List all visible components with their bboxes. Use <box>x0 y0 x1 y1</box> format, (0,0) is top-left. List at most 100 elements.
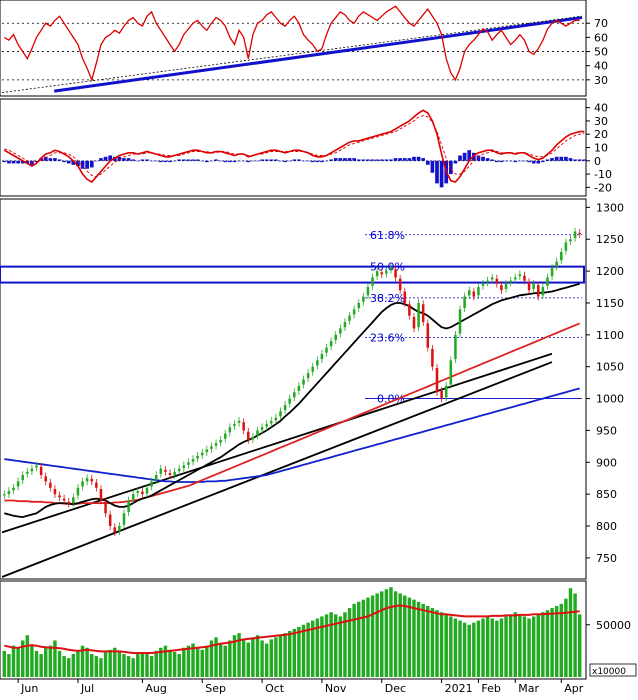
candle-body <box>523 275 526 281</box>
macd-histogram-bar <box>412 156 416 161</box>
candle-body <box>518 274 522 277</box>
fib-level-label: 38.2% <box>370 292 405 305</box>
macd-histogram-bar <box>200 160 205 162</box>
volume-bar <box>370 595 375 677</box>
candle-body <box>247 431 250 440</box>
price-y-tick-label: 750 <box>596 552 617 565</box>
volume-bar <box>444 614 448 677</box>
macd-histogram-bar <box>140 159 145 161</box>
price-y-tick-label: 1200 <box>596 265 624 278</box>
candle-body <box>297 385 301 391</box>
volume-bar <box>39 654 43 677</box>
candle-body <box>270 420 273 424</box>
candle-body <box>12 487 15 491</box>
macd-histogram-bar <box>306 160 310 162</box>
candle-body <box>371 277 374 286</box>
volume-bar <box>315 618 320 677</box>
macd-histogram-bar <box>62 160 66 163</box>
price-y-tick-label: 1000 <box>596 393 624 406</box>
price-layer: 61.8%50.0%38.2%23.6%0.0% <box>0 227 585 578</box>
macd-y-tick-label: 0 <box>594 155 601 168</box>
macd-histogram-bar <box>2 160 7 163</box>
x-tick-label: Jul <box>80 682 94 695</box>
candle-body <box>454 334 457 360</box>
volume-bar <box>57 650 62 677</box>
macd-histogram-bar <box>421 158 426 161</box>
volume-bar <box>195 647 200 677</box>
macd-histogram-bar <box>228 160 232 163</box>
macd-histogram-bar <box>223 160 228 163</box>
volume-bar <box>536 614 540 677</box>
volume-bar <box>99 658 103 677</box>
volume-bar <box>246 642 250 677</box>
volume-bar <box>283 633 287 677</box>
candle-body <box>463 296 466 309</box>
volume-bar <box>343 612 347 677</box>
x-tick-label: Dec <box>385 682 406 695</box>
volume-bar <box>228 640 232 677</box>
candle-body <box>389 267 393 270</box>
candle-body <box>440 390 443 399</box>
candle-body <box>44 476 47 482</box>
macd-histogram-bar <box>370 159 375 161</box>
volume-bar <box>352 603 356 677</box>
volume-bar <box>527 618 531 677</box>
volume-bar <box>71 654 76 677</box>
rsi-line <box>3 5 580 82</box>
volume-bar <box>278 635 283 677</box>
macd-histogram-bar <box>158 160 163 163</box>
volume-bar <box>564 598 568 677</box>
volume-bar <box>251 637 255 677</box>
volume-bar <box>541 612 545 677</box>
macd-histogram-bar <box>53 158 57 161</box>
price-y-tick-label: 1100 <box>596 329 624 342</box>
candle-body <box>550 267 554 277</box>
volume-bar <box>472 622 476 677</box>
candle-body <box>417 302 420 328</box>
volume-bar <box>140 651 145 677</box>
macd-histogram-bar <box>94 160 99 162</box>
volume-bar <box>214 637 218 677</box>
macd-y-tick-label: 40 <box>594 102 608 115</box>
macd-histogram-bar <box>471 152 476 161</box>
macd-histogram-bar <box>402 158 407 161</box>
candle-body <box>85 478 89 482</box>
macd-histogram-bar <box>135 160 140 162</box>
macd-histogram-bar <box>122 158 126 161</box>
volume-bar <box>168 649 172 677</box>
macd-histogram-bar <box>278 160 283 162</box>
macd-histogram-bar <box>582 159 587 161</box>
price-y-tick-label: 800 <box>596 520 617 533</box>
candle-body <box>490 277 494 280</box>
macd-histogram-bar <box>550 158 554 161</box>
macd-histogram-bar <box>366 159 370 161</box>
rsi-y-tick-label: 70 <box>594 17 608 30</box>
volume-bar <box>449 616 453 677</box>
macd-histogram-bar <box>407 158 412 161</box>
macd-histogram-bar <box>287 160 292 162</box>
macd-histogram-bar <box>495 160 499 163</box>
volume-bar <box>260 640 264 677</box>
volume-bar <box>205 645 209 677</box>
macd-histogram-bar <box>43 156 48 161</box>
candle-body <box>49 482 52 488</box>
candle-body <box>412 316 416 329</box>
macd-histogram-bar <box>545 159 550 161</box>
volume-bar <box>393 591 398 677</box>
price-panel-frame <box>0 198 587 580</box>
macd-histogram-bar <box>384 159 389 161</box>
rsi-layer <box>1 5 586 93</box>
candle-body <box>39 466 43 476</box>
volume-bar <box>550 608 554 677</box>
candle-body <box>500 285 503 291</box>
macd-histogram-bar <box>25 160 30 164</box>
candle-body <box>316 360 319 366</box>
volume-bar <box>577 614 582 677</box>
macd-histogram-bar <box>251 160 255 162</box>
candle-body <box>444 385 448 398</box>
volume-bar <box>338 616 343 677</box>
candle-body <box>53 489 57 495</box>
resistance-zone-box <box>0 265 585 284</box>
price-y-tick-label: 1250 <box>596 233 624 246</box>
candle-body <box>537 285 540 297</box>
